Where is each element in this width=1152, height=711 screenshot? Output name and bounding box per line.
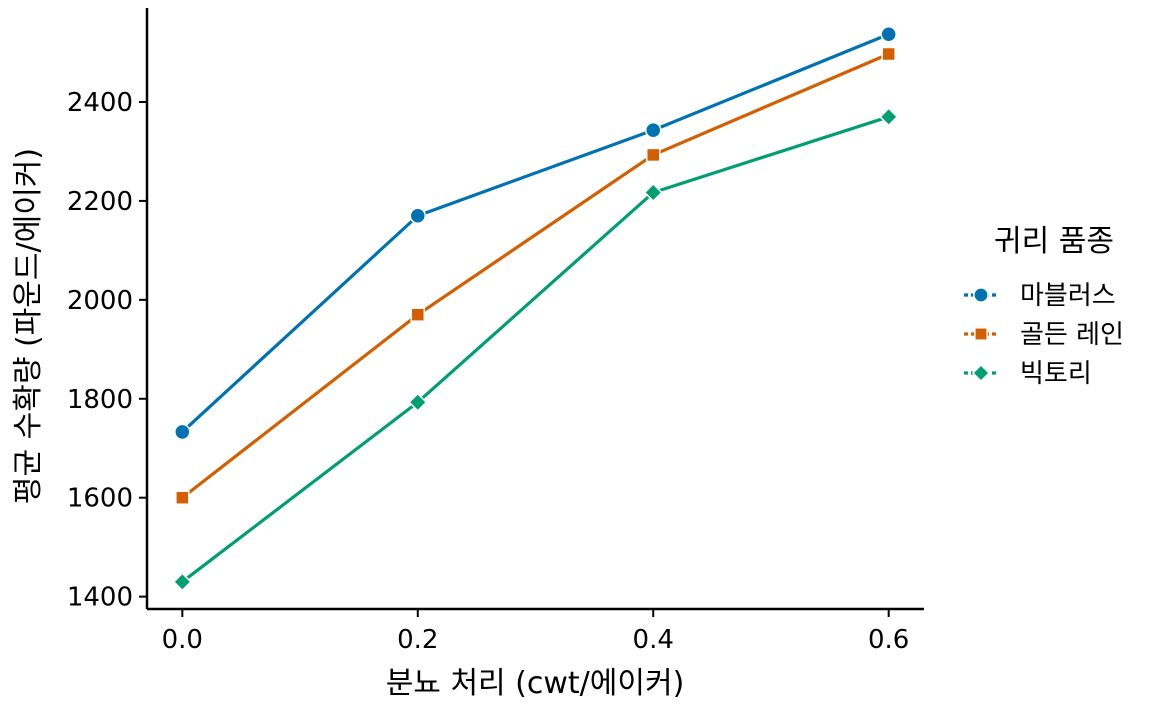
x-tick-label: 0.2 <box>397 625 438 655</box>
data-point <box>879 107 899 127</box>
series-3 <box>172 107 899 592</box>
y-ticks: 1400 1600 1800 2000 2200 2400 <box>67 88 147 613</box>
legend-title: 귀리 품종 <box>994 224 1114 259</box>
data-point <box>172 572 192 592</box>
x-axis-label: 분뇨 처리 (cwt/에이커) <box>386 666 685 701</box>
series-group <box>172 25 899 592</box>
series-2 <box>175 46 896 505</box>
data-point <box>408 392 428 412</box>
x-tick-label: 0.4 <box>633 625 674 655</box>
legend-item: 골든 레인 <box>964 320 1124 350</box>
data-point <box>645 147 661 163</box>
y-tick-label: 1800 <box>67 385 133 415</box>
series-line <box>181 52 890 499</box>
x-tick-label: 0.0 <box>162 625 203 655</box>
series-1 <box>174 25 897 441</box>
legend-marker <box>973 287 989 303</box>
data-point <box>880 25 897 43</box>
legend-marker <box>971 363 991 383</box>
y-tick-label: 1600 <box>67 484 133 514</box>
data-point <box>643 182 663 203</box>
data-point <box>644 121 662 139</box>
y-tick-label: 2400 <box>67 88 133 118</box>
y-tick-label: 2200 <box>67 187 133 217</box>
legend-label: 마블러스 <box>1020 281 1116 311</box>
series-line <box>181 32 890 434</box>
legend-label: 골든 레인 <box>1020 320 1124 350</box>
legend-item: 마블러스 <box>964 281 1116 311</box>
x-ticks: 0.0 0.2 0.4 0.6 <box>162 609 909 655</box>
series-line <box>181 115 890 584</box>
data-point <box>409 207 427 225</box>
legend-item: 빅토리 <box>964 359 1092 389</box>
x-tick-label: 0.6 <box>868 625 909 655</box>
legend-marker <box>974 327 988 341</box>
y-tick-label: 1400 <box>67 583 133 613</box>
data-point <box>174 423 191 441</box>
axes <box>145 8 924 611</box>
data-point <box>175 490 190 505</box>
y-axis-label: 평균 수확량 (파운드/에이커) <box>11 148 46 504</box>
legend-label: 빅토리 <box>1020 359 1092 389</box>
data-point <box>881 46 896 62</box>
y-tick-label: 2000 <box>67 286 133 316</box>
data-point <box>410 307 426 322</box>
